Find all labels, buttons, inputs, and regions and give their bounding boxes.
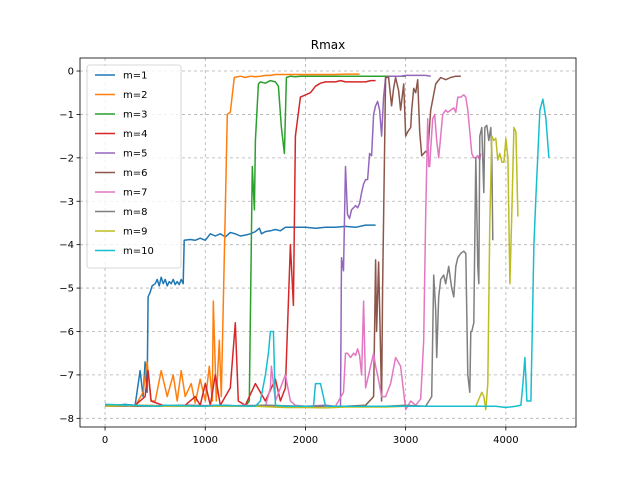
- legend-label: m=3: [123, 110, 147, 121]
- y-tick-label: −5: [59, 284, 74, 295]
- x-tick-label: 4000: [493, 435, 518, 446]
- legend-label: m=8: [123, 207, 147, 218]
- y-tick-label: −2: [59, 153, 74, 164]
- legend-label: m=10: [123, 246, 154, 257]
- legend-label: m=2: [123, 90, 147, 101]
- y-tick-label: −4: [59, 240, 74, 251]
- legend-label: m=1: [123, 71, 147, 82]
- legend-label: m=7: [123, 188, 147, 199]
- legend: m=1 m=2 m=3 m=4 m=5 m=6 m=7 m=8 m=9 m=10: [86, 64, 182, 269]
- x-tick-label: 2000: [293, 435, 318, 446]
- series-line-m-2: [105, 73, 360, 407]
- y-tick-label: −3: [59, 197, 74, 208]
- y-tick-label: −6: [59, 327, 74, 338]
- y-tick-label: −8: [59, 414, 74, 425]
- x-tick-label: 1000: [193, 435, 218, 446]
- series-layer: [105, 73, 550, 411]
- series-line-m-1: [105, 224, 376, 407]
- x-axis: 0 1000 2000 3000 4000: [102, 427, 519, 446]
- legend-label: m=5: [123, 149, 147, 160]
- chart-title: Rmax: [311, 38, 345, 52]
- plot-frame: [79, 57, 577, 428]
- series-line-m-10: [105, 98, 550, 409]
- legend-label: m=6: [123, 168, 147, 179]
- legend-label: m=4: [123, 129, 147, 140]
- y-tick-label: −1: [59, 110, 74, 121]
- y-axis: 0 −1 −2 −3 −4 −5 −6 −7 −8: [59, 67, 80, 425]
- series-line-m-9: [105, 126, 519, 411]
- legend-box: [86, 64, 182, 269]
- series-line-m-7: [105, 94, 482, 411]
- x-tick-label: 0: [102, 435, 108, 446]
- y-tick-label: 0: [68, 67, 74, 78]
- x-tick-label: 3000: [393, 435, 418, 446]
- y-tick-label: −7: [59, 370, 74, 381]
- legend-label: m=9: [123, 227, 147, 238]
